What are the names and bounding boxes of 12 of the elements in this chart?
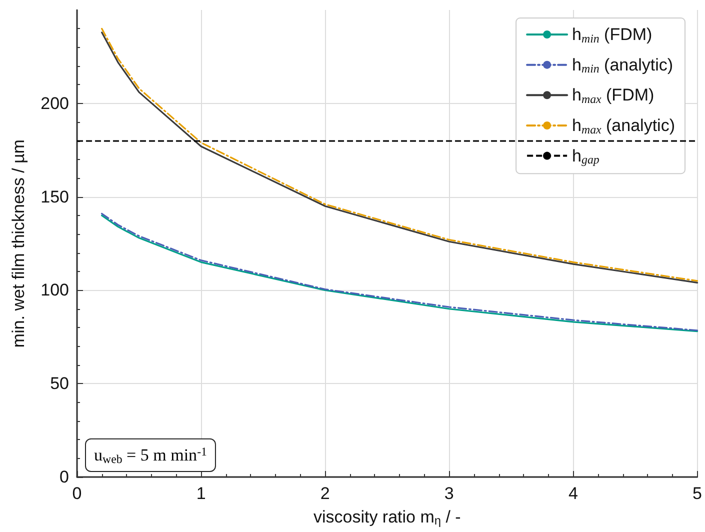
x-tick-label: 5 bbox=[692, 484, 702, 503]
x-tick-label: 3 bbox=[444, 484, 454, 503]
x-tick-label: 2 bbox=[320, 484, 330, 503]
y-tick-label: 0 bbox=[60, 468, 69, 486]
x-tick-label: 4 bbox=[568, 484, 578, 503]
y-tick-label: 150 bbox=[40, 187, 69, 206]
y-axis-title: min. wet film thickness / µm bbox=[9, 139, 28, 348]
y-tick-label: 50 bbox=[50, 374, 69, 394]
x-tick-label: 0 bbox=[72, 484, 82, 503]
x-tick-label: 1 bbox=[196, 484, 206, 503]
y-tick-label: 100 bbox=[40, 280, 69, 300]
y-tick-label: 200 bbox=[40, 94, 69, 113]
